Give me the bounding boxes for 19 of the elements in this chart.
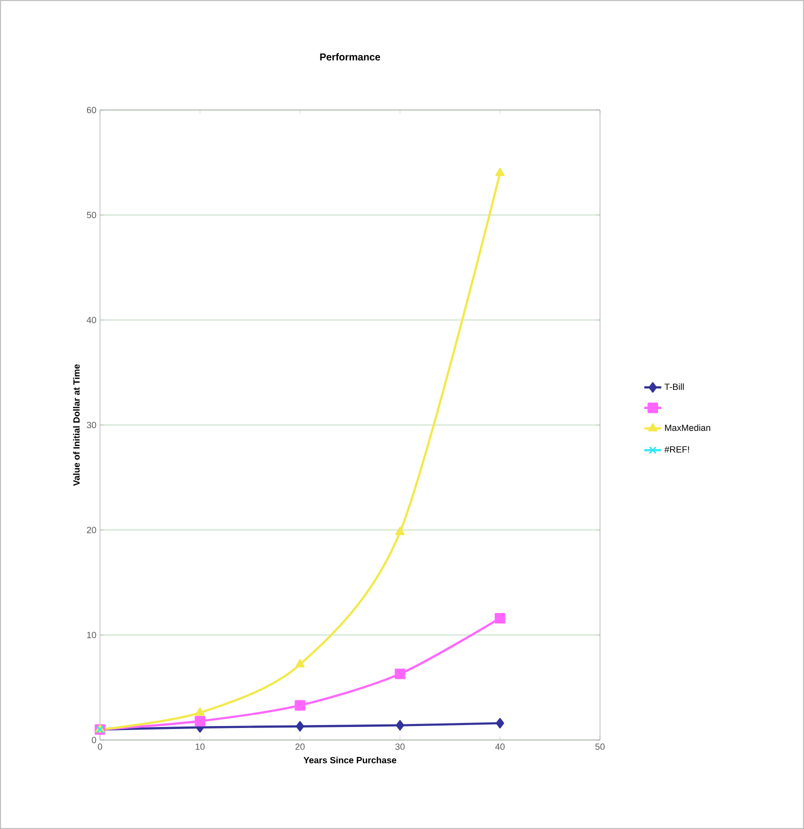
y-tick-label: 60 — [86, 106, 96, 114]
y-tick-label: 30 — [86, 422, 96, 428]
x-axis-title: Years Since Purchase — [304, 756, 396, 764]
x-tick-label: 20 — [295, 744, 305, 750]
chart-title: Performance — [320, 53, 380, 60]
x-tick-label: 50 — [595, 744, 605, 750]
y-tick-label: 20 — [86, 526, 96, 534]
x-tick-label: 30 — [395, 744, 405, 750]
x-tick-label: 0 — [98, 744, 102, 750]
y-tick-label: 50 — [86, 212, 96, 218]
legend-label: #REF! — [664, 446, 689, 453]
legend-label: T-Bill — [664, 383, 684, 390]
x-tick-label: 40 — [495, 744, 505, 750]
y-tick-label: 0 — [92, 736, 96, 744]
y-tick-label: 10 — [87, 632, 96, 638]
x-tick-label: 10 — [196, 744, 205, 750]
y-tick-label: 40 — [86, 316, 96, 324]
legend-label: MaxMedian — [665, 424, 710, 431]
y-axis-title: Value of Initial Dollar at Time — [73, 364, 80, 486]
